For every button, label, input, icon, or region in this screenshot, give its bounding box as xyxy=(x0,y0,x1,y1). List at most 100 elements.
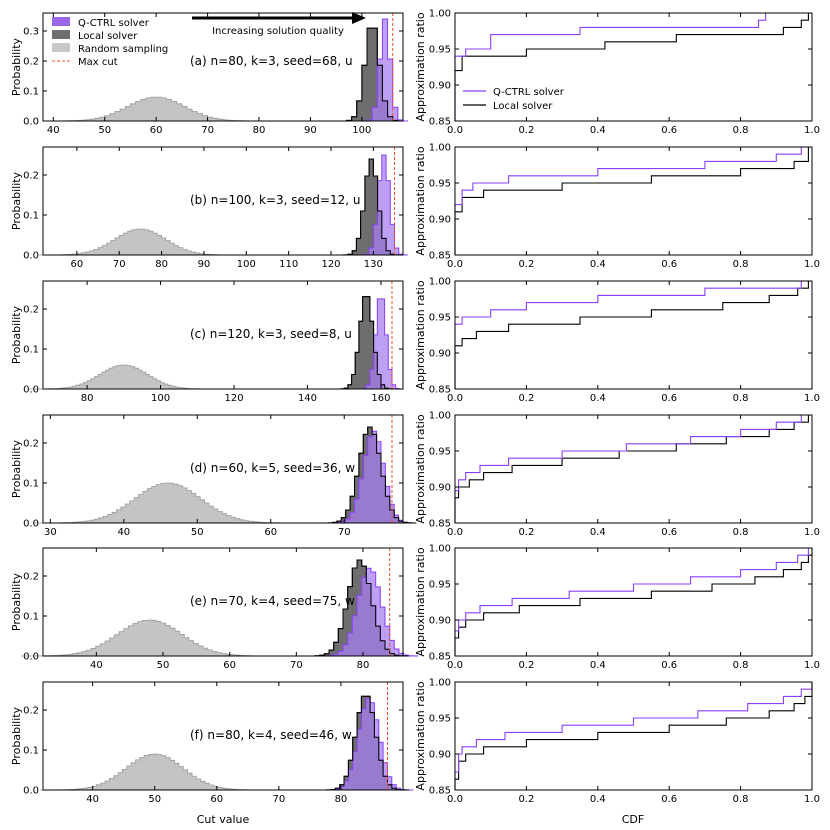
cdf-x-tick-label: 0.6 xyxy=(661,259,677,270)
legend-label: Local solver xyxy=(78,31,138,42)
qctrl-solver-cdf xyxy=(454,547,812,656)
y-tick-label: 0.0 xyxy=(23,786,39,797)
cdf-x-tick-label: 0.0 xyxy=(447,259,463,270)
cdf-x-tick-label: 0.6 xyxy=(661,393,677,404)
x-tick-label: 100 xyxy=(151,393,170,404)
qctrl-solver-cdf xyxy=(454,414,812,523)
x-tick-label: 40 xyxy=(117,527,130,538)
arrow-caption: Increasing solution quality xyxy=(212,26,344,37)
y-tick-label: 0.2 xyxy=(23,171,39,182)
cdf-x-tick-label: 0.4 xyxy=(590,660,606,671)
cdf-y-tick-label: 0.85 xyxy=(429,251,451,262)
panel-label: (d) n=60, k=5, seed=36, w xyxy=(190,461,355,475)
local-solver-outline xyxy=(322,695,410,791)
right-axes-frame xyxy=(454,280,813,390)
cdf-x-tick-label: 0.0 xyxy=(447,794,463,805)
y-tick-label: 0.1 xyxy=(23,211,39,222)
local-solver-cdf xyxy=(454,548,813,656)
qctrl-solver-cdf xyxy=(454,12,812,121)
x-tick-label: 60 xyxy=(264,527,277,538)
cdf-x-tick-label: 0.4 xyxy=(590,125,606,136)
cdf-x-tick-label: 0.8 xyxy=(733,527,749,538)
local-solver-cdf xyxy=(454,414,812,523)
cdf-x-tick-label: 0.8 xyxy=(733,660,749,671)
x-tick-label: 90 xyxy=(304,125,317,136)
cdf-y-tick-label: 0.90 xyxy=(429,750,451,761)
y-tick-label: 0.1 xyxy=(23,479,39,490)
right-y-axis-label: Approximation ratio xyxy=(414,414,427,523)
legend-label: Q-CTRL solver xyxy=(493,87,565,98)
legend-label: Local solver xyxy=(493,101,553,112)
cdf-x-tick-label: 0.4 xyxy=(590,259,606,270)
local-solver-outline xyxy=(336,296,396,390)
random-sampling-hist xyxy=(38,228,243,256)
cdf-y-tick-label: 0.95 xyxy=(429,580,451,591)
left-y-axis-label: Probability xyxy=(10,37,23,96)
cdf-y-tick-label: 1.00 xyxy=(429,544,451,555)
x-tick-label: 60 xyxy=(71,259,84,270)
panel-2: 60 70 80 90 100 110 120 1300.00.10.2Probability… xyxy=(10,143,820,271)
cdf-x-tick-label: 1.0 xyxy=(804,393,820,404)
left-y-axis-label: Probability xyxy=(10,572,23,631)
cdf-x-tick-label: 1.0 xyxy=(804,125,820,136)
left-x-axis-label: Cut value xyxy=(197,813,250,826)
y-tick-label: 0.1 xyxy=(23,746,39,757)
left-axes-frame xyxy=(42,12,404,122)
x-tick-label: 120 xyxy=(321,259,340,270)
quality-arrow-head xyxy=(352,12,366,24)
panel-label: (c) n=120, k=3, seed=8, u xyxy=(190,327,352,341)
x-tick-label: 80 xyxy=(253,125,266,136)
legend-swatch xyxy=(52,17,70,26)
x-tick-label: 70 xyxy=(113,259,126,270)
cdf-x-tick-label: 0.2 xyxy=(518,393,534,404)
y-tick-label: 0.0 xyxy=(23,519,39,530)
random-sampling-hist xyxy=(32,482,302,524)
cdf-y-tick-label: 1.00 xyxy=(429,277,451,288)
qctrl-solver-hist xyxy=(332,430,417,524)
left-axes-frame xyxy=(42,414,404,524)
cdf-y-tick-label: 0.85 xyxy=(429,786,451,797)
right-legend: Q-CTRL solver Local solver xyxy=(463,87,565,112)
x-tick-label: 140 xyxy=(298,393,317,404)
cdf-y-tick-label: 1.00 xyxy=(429,411,451,422)
legend-swatch xyxy=(52,43,70,52)
local-solver-outline xyxy=(343,158,400,256)
panel-label: (f) n=80, k=4, seed=46, w xyxy=(190,728,352,742)
y-tick-label: 0.0 xyxy=(23,652,39,663)
cdf-x-tick-label: 0.4 xyxy=(590,794,606,805)
local-solver-cdf xyxy=(454,280,812,389)
y-tick-label: 0.0 xyxy=(23,251,39,262)
x-tick-label: 60 xyxy=(150,125,163,136)
cdf-y-tick-label: 0.90 xyxy=(429,483,451,494)
cdf-x-tick-label: 0.0 xyxy=(447,393,463,404)
x-tick-label: 70 xyxy=(290,660,303,671)
x-tick-label: 70 xyxy=(338,527,351,538)
cdf-y-tick-label: 0.95 xyxy=(429,313,451,324)
y-tick-label: 0.2 xyxy=(23,439,39,450)
x-tick-label: 120 xyxy=(224,393,243,404)
x-tick-label: 110 xyxy=(279,259,298,270)
cdf-x-tick-label: 0.0 xyxy=(447,125,463,136)
x-tick-label: 40 xyxy=(86,794,99,805)
left-y-axis-label: Probability xyxy=(10,171,23,230)
cdf-x-tick-label: 0.6 xyxy=(661,527,677,538)
cdf-x-tick-label: 0.6 xyxy=(661,794,677,805)
cdf-x-tick-label: 0.2 xyxy=(518,527,534,538)
x-tick-label: 60 xyxy=(210,794,223,805)
right-axes-frame xyxy=(454,547,813,657)
x-tick-label: 100 xyxy=(352,125,371,136)
left-axes-frame xyxy=(42,547,404,657)
panel-label: (a) n=80, k=3, seed=68, u xyxy=(190,54,353,68)
x-tick-label: 100 xyxy=(237,259,256,270)
x-tick-label: 50 xyxy=(148,794,161,805)
cdf-y-tick-label: 0.95 xyxy=(429,179,451,190)
x-tick-label: 80 xyxy=(357,660,370,671)
random-sampling-hist xyxy=(28,364,220,390)
cdf-y-tick-label: 0.85 xyxy=(429,117,451,128)
x-tick-label: 70 xyxy=(201,125,214,136)
right-y-axis-label: Approximation ratio xyxy=(414,547,427,656)
left-axes-frame xyxy=(42,681,404,791)
right-axes-frame xyxy=(454,146,813,256)
cdf-x-tick-label: 0.2 xyxy=(518,660,534,671)
x-tick-label: 30 xyxy=(44,527,57,538)
